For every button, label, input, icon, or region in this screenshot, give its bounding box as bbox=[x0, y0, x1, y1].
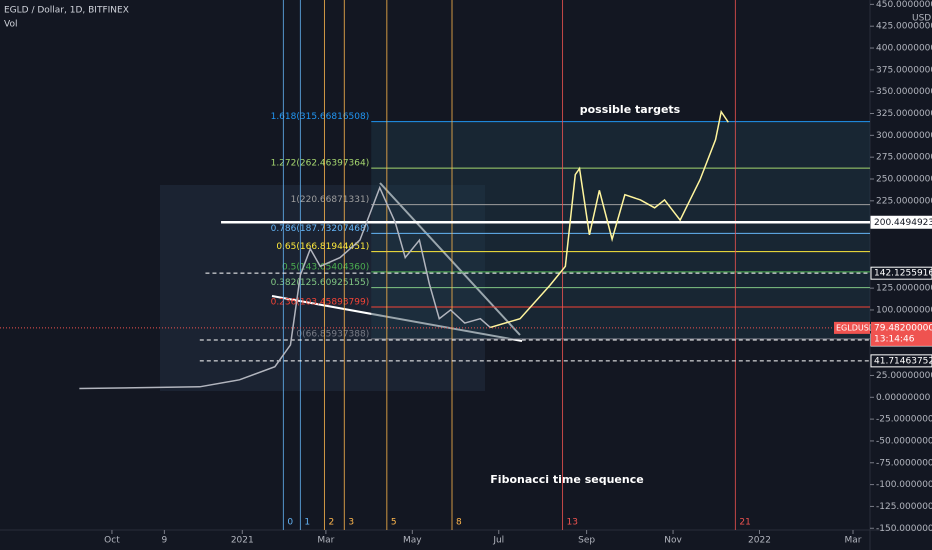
y-tick-label: 350.00000000 bbox=[876, 87, 932, 97]
fib-time-label: 1 bbox=[304, 518, 310, 528]
last-price-name: EGLDUSD bbox=[836, 323, 875, 332]
countdown: 13:14:46 bbox=[874, 334, 915, 344]
y-tick-label: 250.00000000 bbox=[876, 174, 932, 184]
level-tag bbox=[870, 266, 932, 280]
fib-time-label: 8 bbox=[456, 518, 462, 528]
level-label: 142.12559168 bbox=[874, 269, 932, 279]
fib-time-label: 3 bbox=[348, 518, 354, 528]
last-price-tag bbox=[871, 321, 932, 346]
fib-time-label: 21 bbox=[739, 518, 750, 528]
fib-label: 1(220.66871331) bbox=[291, 195, 370, 205]
level-label: 200.44949230 bbox=[874, 218, 932, 228]
y-tick-label: 325.00000000 bbox=[876, 109, 932, 119]
x-tick-label: Mar bbox=[845, 536, 862, 546]
y-tick-label: 125.00000000 bbox=[876, 284, 932, 294]
fib-label: 0.5(143.65404360) bbox=[282, 262, 369, 272]
y-axis-label: USD bbox=[912, 14, 931, 24]
x-tick-label: 2021 bbox=[231, 536, 254, 546]
fib-time-label: 2 bbox=[328, 518, 334, 528]
y-tick-label: 100.00000000 bbox=[876, 305, 932, 315]
fib-zone bbox=[371, 121, 870, 339]
x-tick-label: Sep bbox=[578, 536, 595, 546]
y-tick-label: -100.00000000 bbox=[876, 480, 932, 490]
y-tick-label: -150.00000000 bbox=[876, 524, 932, 534]
y-tick-label: -125.00000000 bbox=[876, 502, 932, 512]
y-tick-label: 400.00000000 bbox=[876, 44, 932, 54]
y-tick-label: 300.00000000 bbox=[876, 131, 932, 141]
y-tick-label: -75.00000000 bbox=[876, 458, 932, 468]
y-tick-label: 25.00000000 bbox=[876, 371, 932, 381]
fib-label: 0.786(187.73207468) bbox=[271, 224, 370, 234]
x-tick-label: 2022 bbox=[748, 536, 771, 546]
y-tick-label: 425.00000000 bbox=[876, 22, 932, 32]
x-tick-label: Jul bbox=[492, 536, 504, 546]
fib-time-label: 0 bbox=[287, 518, 293, 528]
fib-time-label: 13 bbox=[567, 518, 578, 528]
last-price-label: 79.48200000 bbox=[874, 323, 932, 333]
last-price-name-tag bbox=[834, 321, 870, 334]
subtitle: Vol bbox=[4, 20, 17, 30]
y-tick-label: -25.00000000 bbox=[876, 415, 932, 425]
trend-line bbox=[379, 182, 521, 336]
y-tick-label: 0.00000000 bbox=[876, 393, 931, 403]
fib-label: 0(66.85937388) bbox=[296, 329, 369, 339]
y-tick-label: 450.00000000 bbox=[876, 0, 932, 10]
annotation: Fibonacci time sequence bbox=[490, 473, 643, 486]
level-tag bbox=[870, 215, 932, 229]
fib-label: 0.65(166.81944451) bbox=[276, 242, 369, 252]
projection-line bbox=[490, 109, 729, 329]
y-tick-label: 225.00000000 bbox=[876, 196, 932, 206]
chart-title: EGLD / Dollar, 1D, BITFINEX bbox=[4, 6, 129, 16]
x-tick-label: May bbox=[403, 536, 422, 546]
x-tick-label: Mar bbox=[317, 536, 334, 546]
fib-label: 0.236(103.45893799) bbox=[271, 297, 370, 307]
y-tick-label: -50.00000000 bbox=[876, 436, 932, 446]
y-tick-label: 375.00000000 bbox=[876, 65, 932, 75]
x-tick-label: Oct bbox=[104, 536, 120, 546]
fib-time-label: 5 bbox=[391, 518, 397, 528]
y-tick-label: 275.00000000 bbox=[876, 153, 932, 163]
fib-label: 1.272(262.46397364) bbox=[271, 159, 370, 169]
annotation: possible targets bbox=[580, 103, 681, 116]
level-label: 41.71463752 bbox=[874, 356, 932, 366]
fib-label: 0.382(125.60925155) bbox=[271, 278, 370, 288]
level-tag bbox=[870, 354, 932, 368]
trend-line bbox=[271, 295, 523, 342]
fib-label: 1.618(315.66816508) bbox=[271, 112, 370, 122]
x-tick-label: 9 bbox=[161, 536, 167, 546]
x-tick-label: Nov bbox=[664, 536, 682, 546]
price-line bbox=[79, 185, 491, 390]
